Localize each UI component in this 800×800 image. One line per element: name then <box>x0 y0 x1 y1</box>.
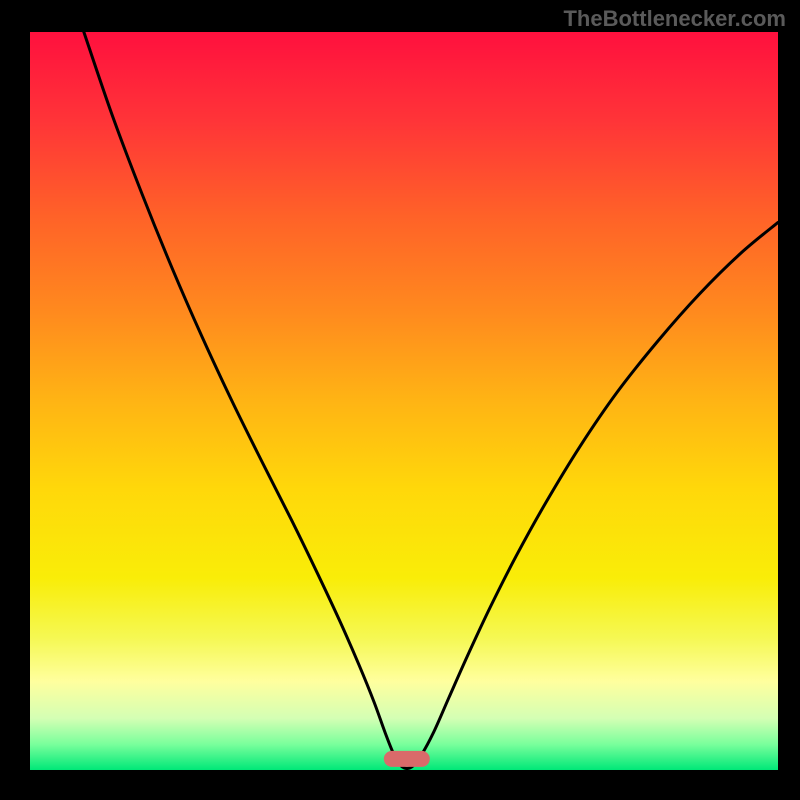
chart-plot-area <box>30 32 778 770</box>
bottleneck-curve <box>30 32 778 770</box>
watermark-text: TheBottlenecker.com <box>563 6 786 32</box>
optimal-point-marker <box>384 751 430 767</box>
